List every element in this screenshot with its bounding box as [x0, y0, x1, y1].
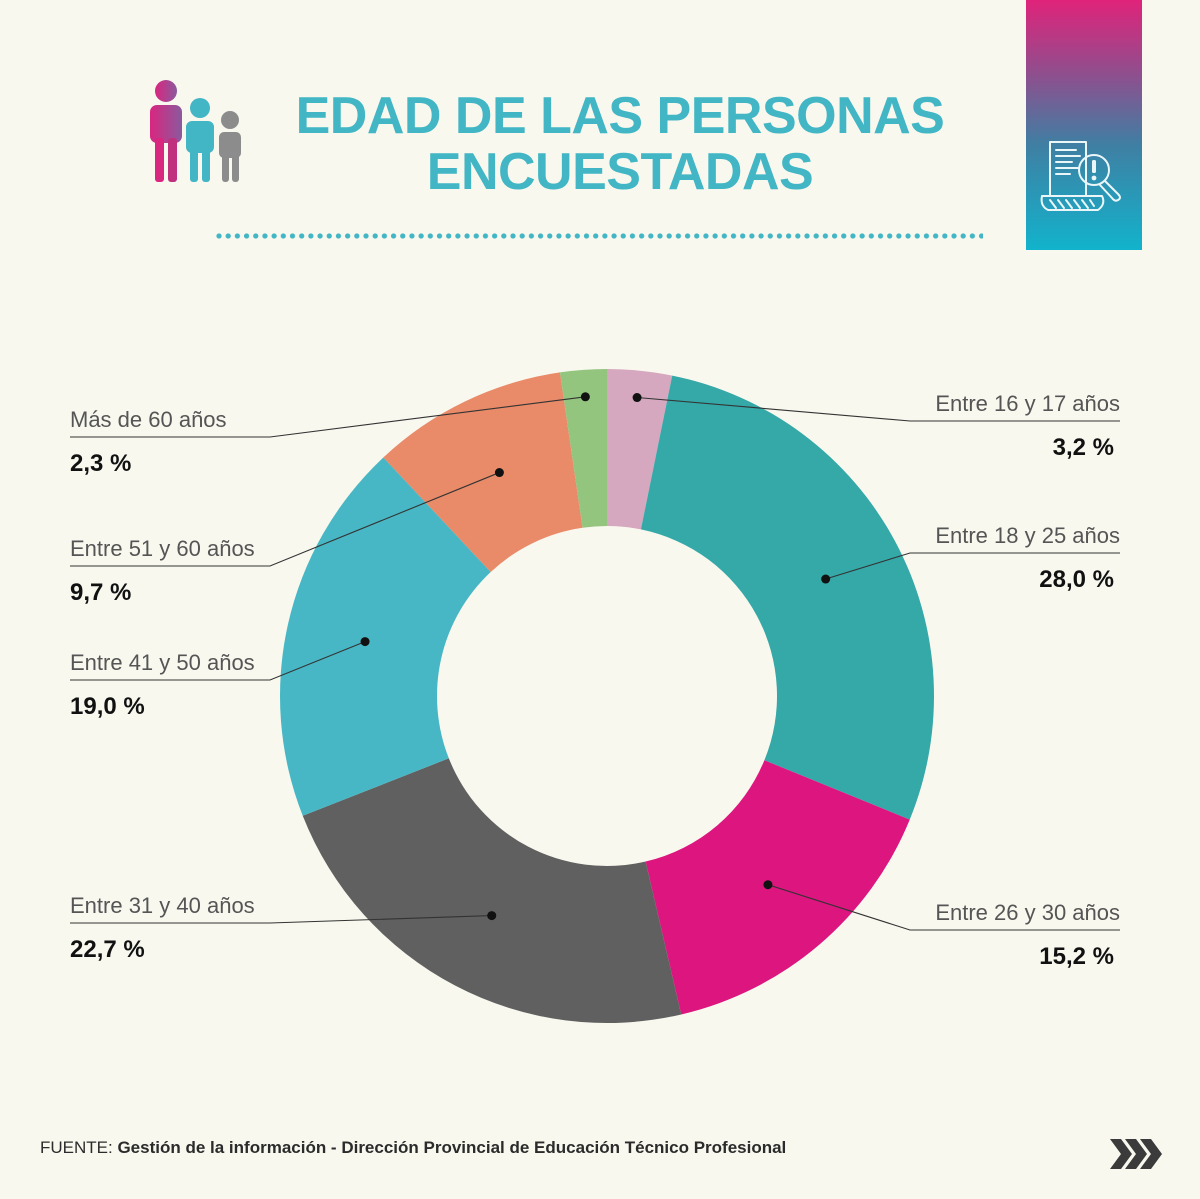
slice-value-4: 22,7 %	[70, 936, 145, 963]
page-title: EDAD DE LAS PERSONAS ENCUESTADAS	[250, 88, 990, 200]
leader-dot-3	[763, 880, 773, 890]
triple-chevron-right-icon[interactable]	[1110, 1137, 1162, 1171]
people-group-icon	[150, 80, 241, 182]
leader-line-2	[825, 552, 1120, 580]
title-line-1: EDAD DE LAS PERSONAS	[295, 87, 945, 145]
slice-label-6: Entre 51 y 60 años	[70, 536, 255, 561]
leader-dot-4	[487, 911, 497, 921]
corner-badge	[1026, 0, 1142, 250]
slice-value-6: 9,7 %	[70, 579, 131, 606]
slice-label-4: Entre 31 y 40 años	[70, 893, 255, 918]
slice-value-5: 19,0 %	[70, 693, 145, 720]
slice-label-5: Entre 41 y 50 años	[70, 650, 255, 675]
leader-dot-6	[494, 468, 504, 478]
source-footnote: FUENTE: Gestión de la información - Dire…	[40, 1138, 786, 1158]
title-line-2: ENCUESTADAS	[426, 143, 814, 201]
slice-7	[559, 369, 607, 528]
slice-5	[280, 457, 491, 816]
slice-label-7: Más de 60 años	[70, 407, 227, 432]
source-prefix: FUENTE:	[40, 1138, 113, 1157]
slices	[280, 369, 934, 1023]
leader-dot-7	[580, 392, 590, 402]
slice-label-2: Entre 18 y 25 años	[935, 523, 1120, 548]
age-donut-chart: Entre 16 y 17 años 3,2 % Entre 18 y 25 año…	[70, 369, 1120, 1023]
slice-value-2: 28,0 %	[1039, 566, 1114, 593]
leader-dot-5	[360, 637, 370, 647]
leader-line-1	[637, 396, 1120, 422]
leader-dot-1	[632, 393, 642, 403]
leader-line-5	[70, 641, 366, 681]
slice-label-1: Entre 16 y 17 años	[935, 391, 1120, 416]
slice-label-3: Entre 26 y 30 años	[935, 900, 1120, 925]
slice-1	[607, 369, 673, 530]
leader-line-6	[70, 472, 500, 567]
leader-line-7	[70, 396, 586, 438]
leader-line-3	[767, 884, 1120, 931]
slice-value-3: 15,2 %	[1039, 943, 1114, 970]
slice-value-7: 2,3 %	[70, 450, 131, 477]
slice-2	[640, 375, 934, 820]
source-text: Gestión de la información - Dirección Pr…	[112, 1138, 787, 1157]
annotations: Entre 16 y 17 años 3,2 % Entre 18 y 25 año…	[70, 391, 1120, 970]
dotted-divider	[215, 232, 983, 240]
leader-dot-2	[821, 574, 831, 584]
slice-value-1: 3,2 %	[1053, 434, 1114, 461]
report-search-icon	[1040, 141, 1121, 211]
leader-line-4	[70, 915, 492, 924]
slice-4	[302, 758, 682, 1023]
slice-6	[383, 372, 583, 572]
